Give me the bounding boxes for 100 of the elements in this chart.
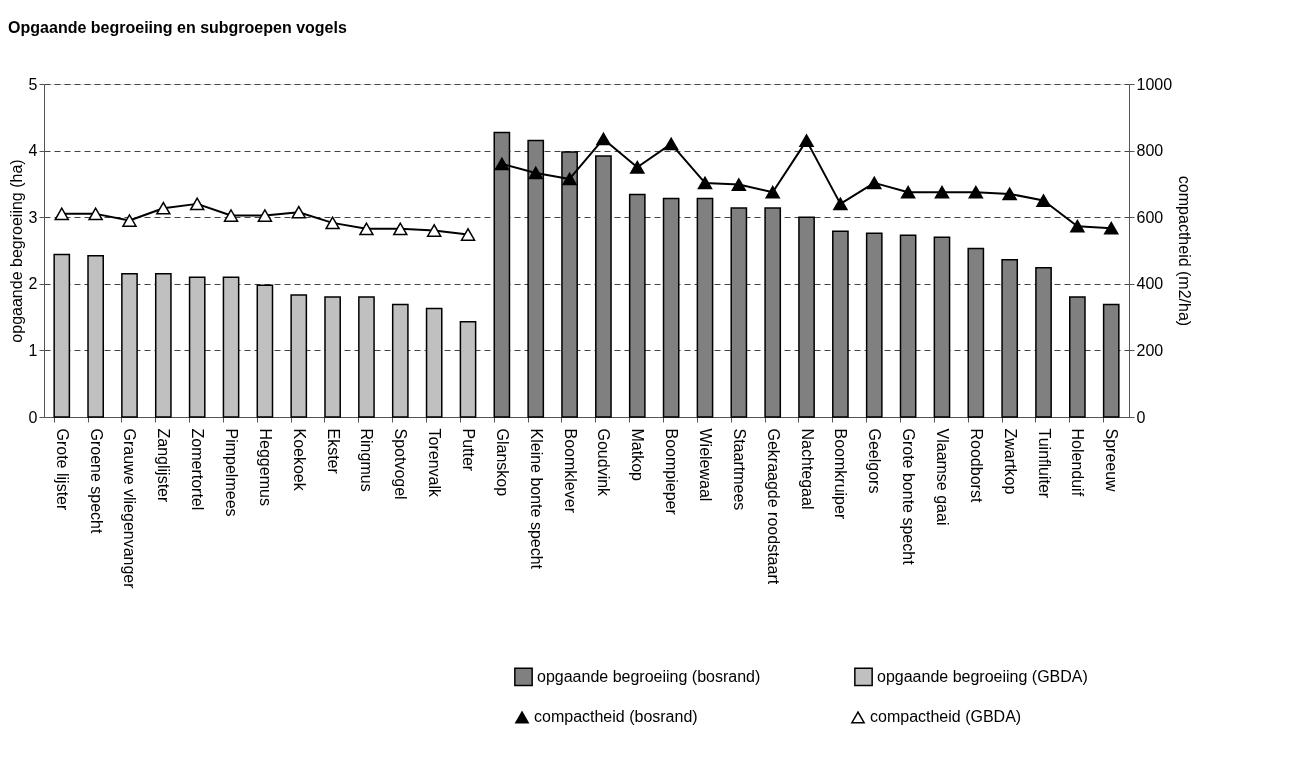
point [833,197,848,211]
bar [865,232,883,418]
bar [832,230,849,418]
y-tick-label: 2 [28,275,38,293]
point [393,222,408,236]
bar [53,253,71,418]
x-tick-label: Koekoek [290,428,308,492]
x-tick-label: Grote bonte specht [900,428,918,566]
x-tick-label: Spreeuw [1103,428,1121,493]
point [663,137,679,151]
y2-tick-label: 800 [1136,142,1164,160]
x-tick-label: Kleine bonte specht [527,428,545,570]
bar [87,255,104,418]
point [494,157,510,171]
bar [933,236,951,418]
point [223,209,239,222]
bar [967,247,985,418]
bar [121,273,138,418]
x-tick-label: Ringmus [358,428,376,492]
bar [798,216,815,418]
point [88,207,103,221]
bar [628,193,646,418]
bar [1102,303,1120,418]
y2-axis-title: compactheid (m2/ha) [1176,175,1194,327]
point [596,132,611,146]
point [799,134,814,148]
bar [290,294,308,418]
point [1036,194,1051,207]
bar [1001,259,1019,418]
y2-tick-label: 0 [1136,408,1146,426]
x-tick-label: Staartmees [730,428,748,511]
point [359,222,374,236]
point [934,185,950,199]
y2-tick-label: 1000 [1136,75,1173,93]
x-tick-label: Boompieper [663,428,681,516]
point [731,178,747,191]
x-tick-label: Tuinfluiter [1035,428,1053,499]
bar [899,234,917,418]
point [1070,219,1085,233]
bar [154,273,172,418]
x-tick-label: Torenvalk [426,428,444,498]
y-tick-label: 5 [28,75,38,93]
x-tick-label: Zanglijster [155,428,173,503]
point [528,166,543,180]
x-tick-label: Glanskop [493,428,511,497]
point [630,160,645,174]
bar [764,207,782,418]
x-tick-label: Ekster [324,428,342,475]
y2-tick-label: 200 [1136,341,1164,359]
point [562,172,577,186]
legend-label: compactheid (bosrand) [534,708,698,726]
legend-label: opgaande begroeiing (GBDA) [877,667,1088,685]
point [765,185,780,199]
bar [595,155,612,418]
x-tick-label: Boomkruiper [832,428,850,520]
point [1002,187,1017,201]
y-axis-title: opgaande begroeiing (ha) [7,159,25,343]
point [426,224,442,237]
bar [459,321,477,418]
x-tick-label: Matkop [629,428,647,482]
y-tick-label: 1 [28,341,38,359]
point [54,207,70,221]
x-tick-label: Pimpelmees [223,428,241,517]
y-tick-label: 0 [28,408,38,426]
bar [222,276,240,418]
point [122,214,137,227]
bar [324,296,341,418]
bar [1035,267,1052,418]
x-tick-label: Boomklever [561,428,579,514]
chart-title: Opgaande begroeiing en subgroepen vogels [8,19,347,36]
x-tick-label: Zwartkop [1001,428,1019,495]
x-tick-label: Goudvink [595,428,613,498]
x-tick-label: Vlaamse gaai [933,428,951,526]
bar [188,276,206,418]
x-tick-label: Putter [460,428,478,472]
point [156,201,171,215]
point [257,209,273,222]
x-tick-label: Holenduif [1069,428,1087,497]
x-tick-label: Grauwe vliegenvanger [121,428,139,590]
point [189,197,205,211]
x-tick-label: Roodborst [967,428,985,503]
point [900,185,916,199]
x-tick-label: Geelgors [866,428,884,494]
bar [256,284,274,418]
x-tick-label: Wielewaal [696,428,714,502]
x-tick-label: Heggemus [256,428,274,506]
legend-label: compactheid (GBDA) [870,708,1022,726]
bar [425,307,443,418]
point [325,216,340,230]
y-tick-label: 4 [28,142,38,160]
point [291,205,307,219]
legend-label: opgaande begroeiing (bosrand) [537,667,761,685]
x-tick-label: Gekraagde roodstaart [764,428,782,585]
point [1103,221,1119,235]
y-tick-label: 3 [28,208,38,226]
x-tick-label: Groene specht [87,428,105,535]
bar [730,207,748,418]
point [968,185,984,199]
point [866,176,882,190]
point [697,176,713,190]
